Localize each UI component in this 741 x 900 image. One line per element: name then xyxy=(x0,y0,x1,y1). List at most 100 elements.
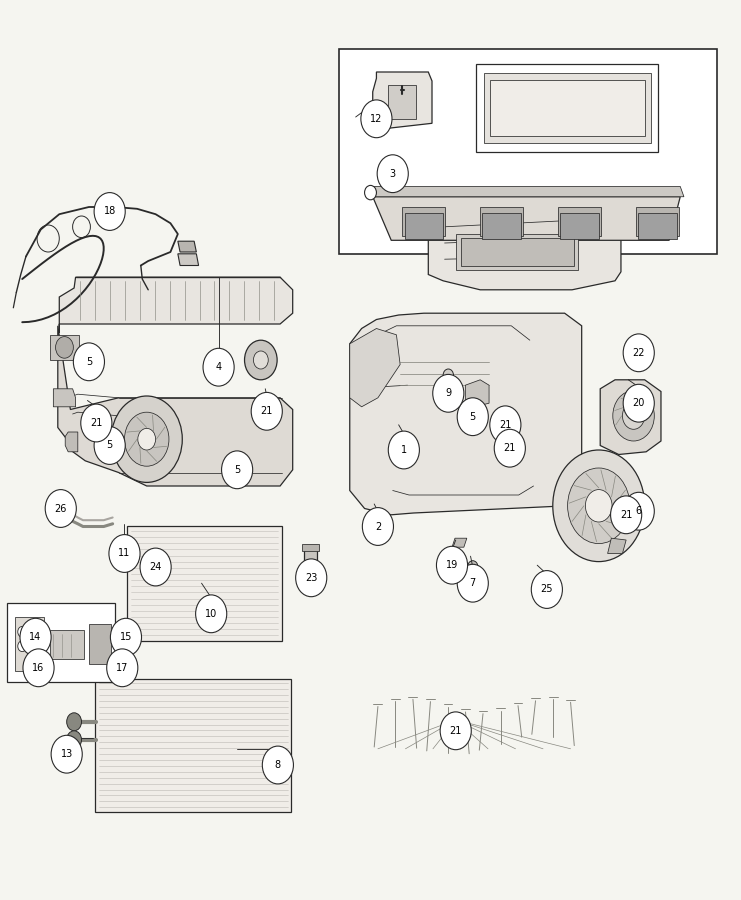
Polygon shape xyxy=(373,197,680,240)
Text: 16: 16 xyxy=(33,662,44,673)
Bar xyxy=(461,238,574,266)
Polygon shape xyxy=(53,389,76,407)
Text: 12: 12 xyxy=(370,113,382,124)
Circle shape xyxy=(111,396,182,482)
Polygon shape xyxy=(178,254,199,266)
Bar xyxy=(304,545,317,592)
Text: 21: 21 xyxy=(504,443,516,454)
Polygon shape xyxy=(428,194,621,290)
Polygon shape xyxy=(465,380,489,407)
Text: 7: 7 xyxy=(470,578,476,589)
Circle shape xyxy=(568,468,630,544)
Circle shape xyxy=(245,340,277,380)
Circle shape xyxy=(623,334,654,372)
Text: 21: 21 xyxy=(499,419,511,430)
Text: 9: 9 xyxy=(445,388,451,399)
Text: 21: 21 xyxy=(261,406,273,417)
Text: 5: 5 xyxy=(234,464,240,475)
Circle shape xyxy=(468,561,478,573)
Circle shape xyxy=(622,402,645,429)
Circle shape xyxy=(296,559,327,597)
Circle shape xyxy=(56,337,73,358)
Circle shape xyxy=(623,492,654,530)
Text: 21: 21 xyxy=(450,725,462,736)
Text: 3: 3 xyxy=(390,168,396,179)
Circle shape xyxy=(585,490,612,522)
Bar xyxy=(402,207,445,236)
Circle shape xyxy=(433,374,464,412)
Text: 22: 22 xyxy=(633,347,645,358)
Bar xyxy=(388,85,416,119)
Circle shape xyxy=(611,496,642,534)
Circle shape xyxy=(613,391,654,441)
Circle shape xyxy=(262,746,293,784)
Text: 8: 8 xyxy=(275,760,281,770)
Text: 23: 23 xyxy=(305,572,317,583)
Circle shape xyxy=(27,641,36,652)
Bar xyxy=(405,213,443,238)
Circle shape xyxy=(23,649,54,687)
Text: 19: 19 xyxy=(446,560,458,571)
Text: 11: 11 xyxy=(119,548,130,559)
Circle shape xyxy=(124,412,169,466)
Circle shape xyxy=(388,431,419,469)
Text: 10: 10 xyxy=(205,608,217,619)
Bar xyxy=(127,526,282,641)
Text: 18: 18 xyxy=(104,206,116,217)
Text: 15: 15 xyxy=(120,632,132,643)
Circle shape xyxy=(440,712,471,750)
Text: 5: 5 xyxy=(86,356,92,367)
Circle shape xyxy=(494,429,525,467)
Text: 26: 26 xyxy=(55,503,67,514)
Circle shape xyxy=(140,548,171,586)
Bar xyxy=(482,213,521,238)
Circle shape xyxy=(203,348,234,386)
Circle shape xyxy=(362,508,393,545)
Text: 1: 1 xyxy=(401,445,407,455)
Circle shape xyxy=(361,100,392,138)
Text: 5: 5 xyxy=(470,411,476,422)
Circle shape xyxy=(553,450,645,562)
Bar xyxy=(480,207,523,236)
Circle shape xyxy=(18,641,27,652)
Bar xyxy=(638,213,677,238)
Circle shape xyxy=(67,713,82,731)
Bar xyxy=(50,630,84,659)
Text: 21: 21 xyxy=(620,509,632,520)
Text: 13: 13 xyxy=(61,749,73,760)
Bar xyxy=(50,335,79,360)
Text: 6: 6 xyxy=(636,506,642,517)
Circle shape xyxy=(253,351,268,369)
Bar xyxy=(636,207,679,236)
Text: 14: 14 xyxy=(30,632,41,643)
Polygon shape xyxy=(58,326,293,486)
Circle shape xyxy=(73,343,104,381)
Circle shape xyxy=(457,564,488,602)
Circle shape xyxy=(20,618,51,656)
Circle shape xyxy=(623,384,654,422)
Polygon shape xyxy=(350,313,582,515)
Circle shape xyxy=(377,155,408,193)
Circle shape xyxy=(67,731,82,749)
Polygon shape xyxy=(350,328,400,407)
Circle shape xyxy=(27,626,36,637)
Bar xyxy=(7,603,115,682)
Bar xyxy=(95,679,291,812)
Circle shape xyxy=(53,502,68,520)
Circle shape xyxy=(81,404,112,442)
Polygon shape xyxy=(476,64,658,152)
Circle shape xyxy=(531,571,562,608)
Text: 4: 4 xyxy=(216,362,222,373)
Polygon shape xyxy=(59,277,293,333)
Text: 20: 20 xyxy=(633,398,645,409)
Circle shape xyxy=(251,392,282,430)
Bar xyxy=(339,49,717,254)
Circle shape xyxy=(443,369,453,382)
Bar xyxy=(490,80,645,136)
Circle shape xyxy=(196,595,227,633)
Circle shape xyxy=(110,618,142,656)
Text: 24: 24 xyxy=(150,562,162,572)
Circle shape xyxy=(222,451,253,489)
Polygon shape xyxy=(600,380,661,454)
Bar xyxy=(560,213,599,238)
